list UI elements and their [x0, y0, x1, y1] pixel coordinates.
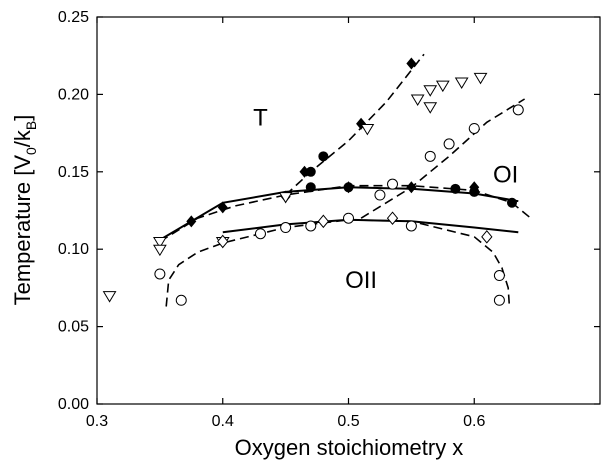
- filled-circle-point: [305, 182, 316, 193]
- open-triangle-point: [454, 77, 469, 89]
- filled-circle-point: [469, 186, 480, 197]
- region-label: OII: [345, 267, 377, 294]
- open-circle-point: [493, 270, 505, 282]
- y-tick-label: 0.05: [58, 319, 89, 336]
- open-diamond-point: [317, 214, 330, 229]
- x-tick-label: 0.4: [212, 413, 234, 430]
- open-triangle-point: [152, 236, 167, 249]
- open-diamond-point: [217, 234, 229, 249]
- filled-circle-point: [318, 151, 329, 162]
- x-tick-label: 0.5: [337, 413, 359, 430]
- dashed-curve: [360, 98, 526, 219]
- open-diamond-point: [481, 230, 493, 244]
- open-triangle-point: [435, 80, 450, 93]
- open-circle-point: [175, 294, 187, 306]
- open-circle-point: [254, 228, 266, 240]
- open-triangle-point: [278, 192, 293, 204]
- dashed-curve: [285, 53, 425, 196]
- open-circle-point: [374, 189, 386, 201]
- filled-circle-point: [450, 183, 461, 194]
- open-triangle-point: [360, 123, 375, 136]
- dashed-curve: [165, 218, 511, 309]
- data-markers: [102, 57, 524, 306]
- x-tick-label: 0.6: [463, 413, 485, 430]
- filled-circle-point: [343, 182, 354, 193]
- open-triangle-point: [423, 102, 438, 114]
- region-labels: T OI OII: [253, 104, 518, 294]
- open-circle-point: [343, 212, 354, 224]
- open-circle-point: [280, 222, 292, 234]
- x-tick-label: 0.3: [86, 413, 108, 430]
- region-label: T: [253, 104, 268, 131]
- solid-curve: [222, 218, 519, 234]
- y-tick-label: 0.15: [58, 164, 89, 181]
- y-axis-title-sub-b: B: [23, 121, 39, 130]
- y-axis-title-main: Temperature [V: [10, 155, 35, 306]
- open-circle-point: [424, 150, 436, 162]
- open-diamond-point: [386, 211, 399, 226]
- region-label: OI: [493, 162, 518, 189]
- plot-frame: [96, 16, 601, 405]
- open-circle-point: [305, 220, 317, 232]
- open-triangle-point: [423, 85, 438, 97]
- x-axis: 0.3 0.4 0.5 0.6: [86, 17, 485, 430]
- filled-circle-point: [506, 197, 517, 208]
- filled-diamond-point: [406, 57, 417, 70]
- y-axis-title-mid: /k: [10, 129, 35, 147]
- open-triangle-point: [102, 291, 117, 303]
- x-axis-title: Oxygen stoichiometry x: [235, 435, 464, 460]
- y-axis-title: Temperature [V0/kB]: [10, 115, 39, 306]
- y-tick-label: 0.25: [58, 9, 89, 26]
- open-circle-point: [405, 220, 417, 232]
- open-triangle-point: [410, 94, 425, 107]
- y-axis-title-sub-0: 0: [23, 147, 39, 155]
- y-tick-label: 0.00: [58, 396, 89, 413]
- open-circle-point: [512, 104, 524, 116]
- open-triangle-point: [473, 72, 488, 85]
- y-tick-label: 0.20: [58, 86, 89, 103]
- filled-diamond-point: [406, 181, 417, 194]
- open-triangle-point: [152, 244, 167, 257]
- open-circle-point: [468, 122, 480, 134]
- open-circle-point: [443, 138, 455, 150]
- open-circle-point: [493, 294, 505, 306]
- open-circle-point: [387, 178, 399, 190]
- y-axis: 0.00 0.05 0.10 0.15 0.20 0.25: [58, 9, 600, 413]
- y-tick-label: 0.10: [58, 241, 89, 258]
- filled-diamond-point: [186, 215, 197, 228]
- filled-circle-point: [305, 166, 316, 177]
- open-circle-point: [154, 268, 166, 280]
- y-axis-title-end: ]: [10, 115, 35, 121]
- filled-diamond-point: [217, 201, 228, 214]
